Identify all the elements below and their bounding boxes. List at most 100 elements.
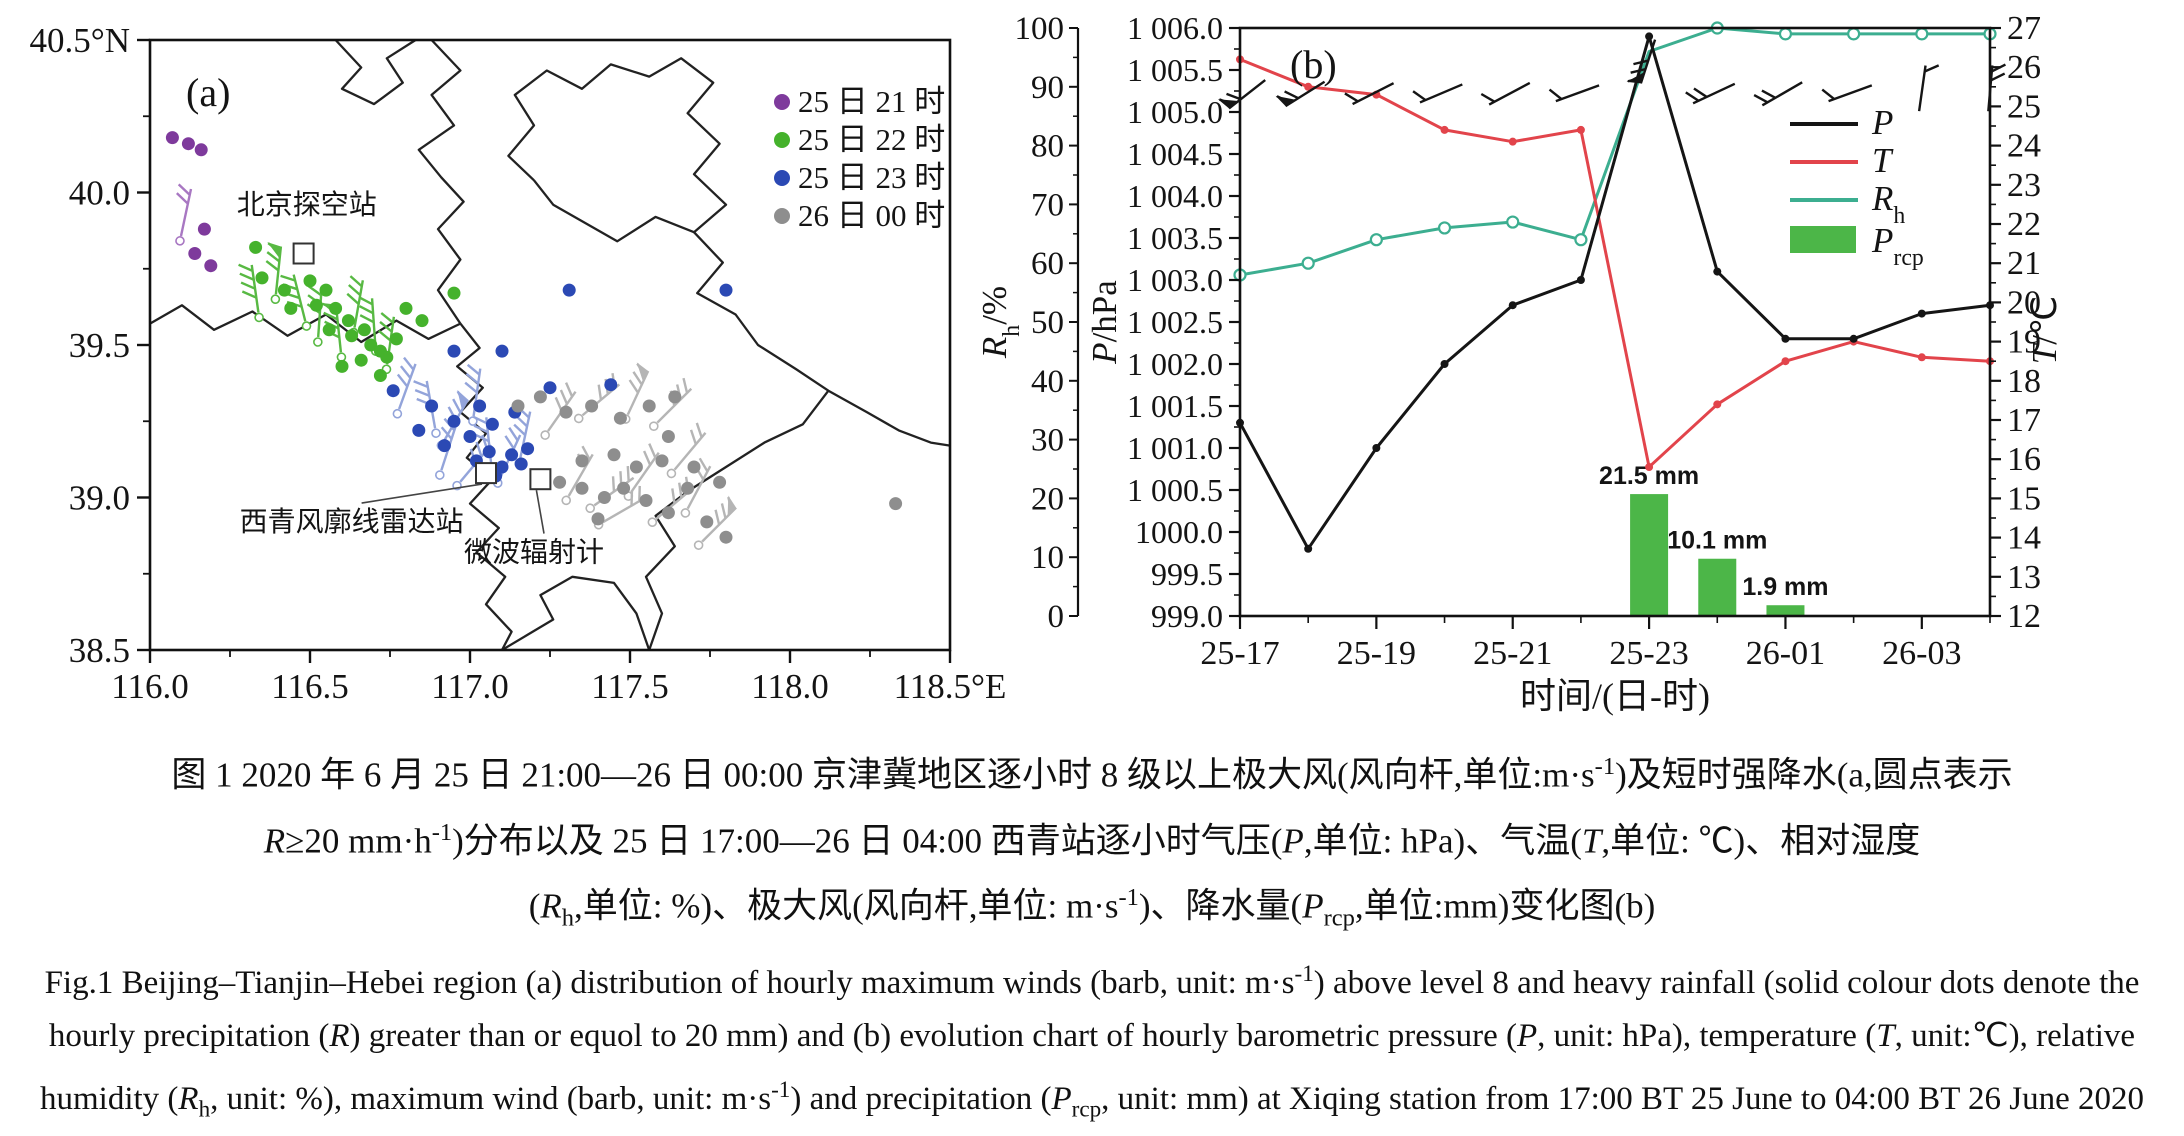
t-marker bbox=[1508, 137, 1517, 146]
p-tick-label: 1000.0 bbox=[1135, 514, 1223, 550]
station-label: 西青风廓线雷达站 bbox=[240, 506, 464, 538]
station-wind-barb bbox=[346, 275, 365, 338]
t-tick-label: 16 bbox=[2007, 441, 2041, 478]
rain-dot bbox=[380, 350, 394, 364]
hourly-wind-barbs bbox=[1217, 39, 2006, 112]
hourly-wind-barb bbox=[1217, 79, 1266, 110]
rain-dot bbox=[661, 506, 675, 520]
rain-dot bbox=[505, 448, 519, 462]
rain-dot bbox=[194, 143, 208, 157]
station-wind-barb bbox=[238, 263, 264, 323]
timeseries-axes: 1 006.0 1 005.5 1 005.0 1 004.5 1 004.0 1 003… bbox=[1015, 10, 2042, 672]
t-tick-label: 25 bbox=[2007, 88, 2041, 125]
t-tick-label: 26 bbox=[2007, 49, 2041, 86]
p-marker bbox=[1372, 444, 1381, 452]
rain-dot bbox=[562, 283, 576, 297]
boundary-line bbox=[334, 39, 417, 106]
station-wind-barb bbox=[666, 422, 707, 479]
rain-dot bbox=[575, 454, 589, 468]
rain-dot bbox=[889, 497, 903, 511]
t-tick-label: 13 bbox=[2007, 559, 2041, 596]
lon-tick-label: 117.5 bbox=[591, 667, 668, 706]
p-marker bbox=[1508, 301, 1517, 310]
rain-dot bbox=[553, 475, 567, 489]
station-wind-barb bbox=[693, 495, 737, 550]
legend-label-rh: Rh bbox=[1871, 179, 1905, 229]
rain-dot bbox=[713, 475, 727, 489]
p-tick-label: 1 002.5 bbox=[1127, 304, 1223, 340]
rain-dot bbox=[533, 390, 547, 404]
rain-dot bbox=[364, 338, 378, 352]
rh-tick-label: 50 bbox=[1031, 305, 1064, 341]
rain-dot bbox=[322, 323, 336, 337]
panel-b-label: (b) bbox=[1290, 42, 1337, 87]
p-tick-label: 1 004.5 bbox=[1127, 136, 1223, 172]
rain-dot bbox=[165, 131, 179, 145]
rh-tick-label: 60 bbox=[1031, 246, 1064, 282]
rain-dot bbox=[399, 301, 413, 315]
x-axis-title: 时间/(日-时) bbox=[1520, 676, 1710, 716]
station-leader-line bbox=[535, 490, 545, 534]
rain-dot bbox=[591, 512, 605, 526]
caption-zh-line3: (Rh,单位: %)、极大风(风向杆,单位: m·s-1)、降水量(Prcp,单… bbox=[528, 884, 1656, 932]
rain-dot bbox=[661, 430, 675, 443]
p-marker bbox=[1781, 334, 1790, 343]
hourly-wind-barb bbox=[1548, 84, 1600, 103]
series-line bbox=[1239, 58, 1991, 469]
lat-tick-label: 39.5 bbox=[69, 326, 130, 365]
legend-swatch-bar bbox=[1790, 226, 1856, 253]
rain-dot bbox=[255, 271, 269, 285]
rain-dot bbox=[511, 399, 525, 413]
precip-bar-label: 10.1 mm bbox=[1667, 527, 1767, 555]
t-tick-label: 15 bbox=[2007, 480, 2041, 517]
rain-dot bbox=[188, 247, 202, 260]
t-tick-label: 14 bbox=[2007, 520, 2041, 557]
rh-tick-label: 20 bbox=[1031, 481, 1064, 517]
p-tick-label: 1 000.5 bbox=[1127, 472, 1223, 508]
rh-tick-label: 70 bbox=[1031, 187, 1064, 223]
p-marker bbox=[1849, 334, 1858, 343]
rh-axis-title: Rh/% bbox=[975, 286, 1025, 359]
rain-dot bbox=[668, 390, 682, 404]
rain-dot bbox=[277, 283, 291, 297]
rh-tick-label: 0 bbox=[1048, 599, 1065, 635]
caption-en-line3: humidity (Rh, unit: %), maximum wind (ba… bbox=[40, 1075, 2144, 1122]
rain-dot bbox=[719, 530, 733, 544]
lat-tick-label: 38.5 bbox=[69, 631, 130, 670]
p-marker bbox=[1645, 32, 1654, 41]
t-marker bbox=[1440, 125, 1449, 134]
legend-label-t: T bbox=[1872, 141, 1894, 180]
rain-dot bbox=[412, 423, 426, 437]
boundary-line bbox=[507, 57, 728, 243]
rainfall-dots bbox=[165, 131, 903, 544]
p-tick-label: 1 005.5 bbox=[1127, 52, 1223, 88]
rain-dot bbox=[521, 442, 535, 456]
hourly-wind-barb bbox=[1987, 63, 2006, 112]
p-tick-label: 1 004.0 bbox=[1127, 178, 1223, 214]
t-marker bbox=[1917, 353, 1926, 362]
lon-tick-label: 118.5°E bbox=[894, 667, 1007, 706]
hour-tick-label: 25-19 bbox=[1337, 635, 1416, 672]
rh-marker bbox=[1778, 27, 1793, 41]
t-tick-label: 22 bbox=[2007, 206, 2041, 243]
t-tick-label: 23 bbox=[2007, 167, 2041, 204]
rain-dot bbox=[437, 439, 451, 453]
hourly-wind-barb bbox=[1412, 83, 1463, 104]
rh-marker bbox=[1574, 233, 1588, 247]
lat-tick-label: 40.5°N bbox=[29, 21, 130, 60]
rain-dot bbox=[613, 411, 627, 425]
station-square-marker bbox=[292, 242, 315, 265]
rain-dot bbox=[329, 301, 343, 315]
t-marker bbox=[1304, 82, 1313, 91]
p-tick-label: 1 003.5 bbox=[1127, 220, 1223, 256]
t-tick-label: 18 bbox=[2007, 363, 2041, 400]
p-marker bbox=[1440, 360, 1449, 368]
precip-bar bbox=[1630, 494, 1669, 616]
legend-label: 25 日 22 时 bbox=[798, 122, 945, 157]
p-tick-label: 999.0 bbox=[1151, 598, 1223, 634]
rh-marker bbox=[1847, 27, 1861, 41]
rain-dot bbox=[687, 460, 701, 474]
hourly-wind-barb bbox=[1626, 39, 1657, 84]
figure-caption: 图 1 2020 年 6 月 25 日 21:00—26 日 00:00 京津冀… bbox=[0, 726, 2184, 1136]
rain-dot bbox=[389, 332, 403, 346]
